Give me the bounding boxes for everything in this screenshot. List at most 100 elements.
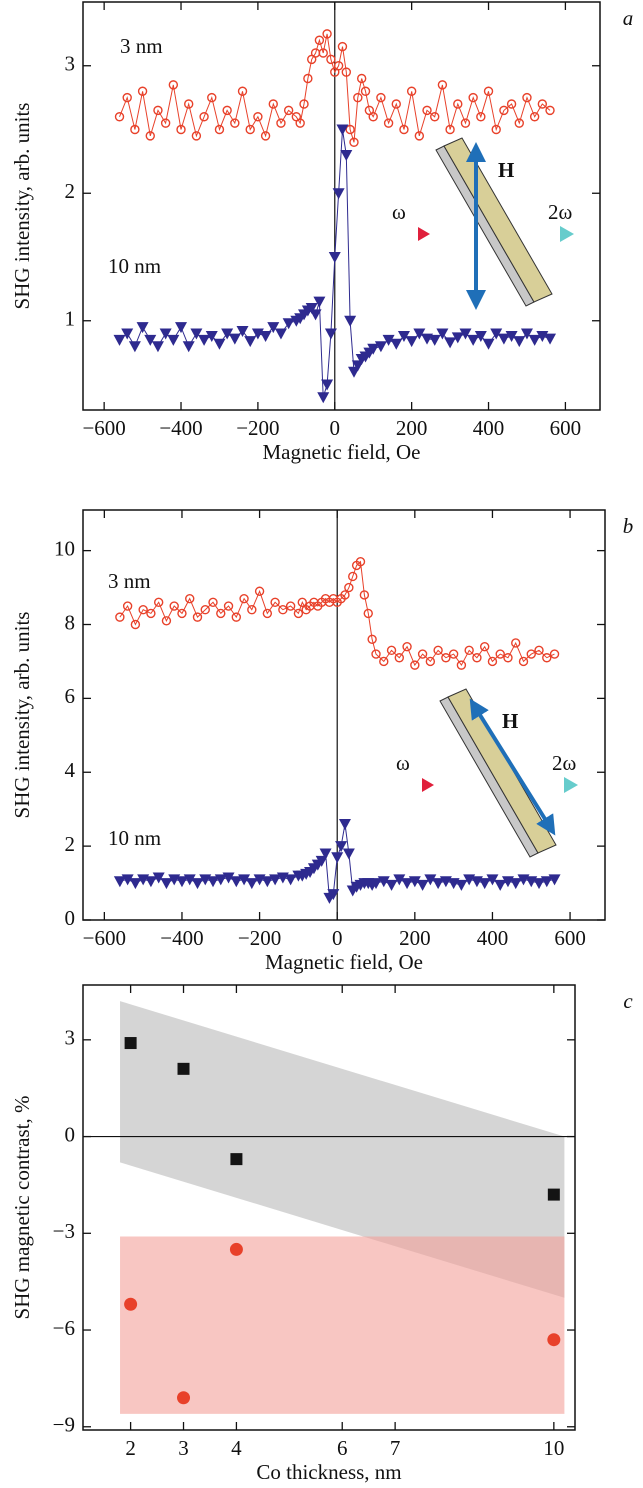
marker xyxy=(167,334,180,346)
marker xyxy=(239,593,249,604)
x-axis-title: Magnetic field, Oe xyxy=(262,440,420,464)
marker xyxy=(370,878,383,890)
marker xyxy=(444,337,457,349)
marker xyxy=(137,86,148,96)
x-tick-label: 7 xyxy=(390,1436,401,1460)
marker xyxy=(441,653,451,663)
x-tick-label: −600 xyxy=(83,926,126,950)
marker xyxy=(397,331,410,343)
marker xyxy=(468,92,478,103)
marker xyxy=(177,1062,190,1075)
marker xyxy=(121,328,134,340)
marker xyxy=(283,105,294,116)
marker xyxy=(383,118,394,128)
marker xyxy=(268,99,278,109)
marker xyxy=(391,99,401,109)
marker xyxy=(359,590,370,600)
film-substrate xyxy=(439,696,539,858)
marker xyxy=(309,309,322,321)
marker xyxy=(467,334,480,346)
series-line xyxy=(119,560,555,667)
marker xyxy=(319,848,332,860)
marker xyxy=(223,601,234,611)
x-tick-label: 10 xyxy=(543,1436,564,1460)
marker xyxy=(547,1333,561,1347)
marker xyxy=(176,124,186,135)
marker xyxy=(324,328,337,340)
marker xyxy=(297,597,307,608)
marker xyxy=(405,336,418,348)
marker xyxy=(328,252,341,263)
marker xyxy=(333,61,344,71)
marker xyxy=(528,334,541,346)
marker xyxy=(355,557,366,567)
marker xyxy=(327,889,340,901)
x-tick-label: 400 xyxy=(473,416,505,440)
marker xyxy=(128,341,141,353)
marker xyxy=(237,86,248,96)
x-tick-label: −200 xyxy=(238,926,281,950)
series-label: 10 nm xyxy=(108,254,161,278)
marker xyxy=(185,593,195,604)
y-tick-label: −9 xyxy=(53,1413,75,1437)
marker xyxy=(144,334,157,346)
marker xyxy=(356,73,367,84)
marker xyxy=(267,322,280,334)
shg-arrowhead xyxy=(560,226,574,242)
marker xyxy=(509,878,522,890)
marker xyxy=(344,315,357,327)
inset-label: ω xyxy=(392,200,406,224)
marker xyxy=(136,322,149,334)
band xyxy=(120,1236,565,1414)
marker xyxy=(259,331,272,343)
marker xyxy=(545,105,555,116)
y-tick-label: 3 xyxy=(65,1026,76,1050)
marker xyxy=(335,841,348,853)
marker xyxy=(486,874,499,886)
marker xyxy=(229,1242,243,1256)
marker xyxy=(422,105,432,116)
marker xyxy=(153,105,163,116)
marker xyxy=(130,124,140,135)
x-tick-label: 4 xyxy=(231,1436,242,1460)
marker xyxy=(122,92,132,103)
series-label: 3 nm xyxy=(108,569,151,593)
marker xyxy=(124,1037,137,1050)
marker xyxy=(285,601,296,611)
marker xyxy=(363,608,373,619)
x-tick-label: −200 xyxy=(236,416,279,440)
marker xyxy=(160,878,173,890)
x-tick-label: 0 xyxy=(332,926,343,950)
y-tick-label: 6 xyxy=(65,684,76,708)
marker xyxy=(487,656,498,667)
marker xyxy=(402,641,412,652)
marker xyxy=(184,99,194,109)
marker xyxy=(262,608,273,619)
marker xyxy=(254,586,265,596)
marker xyxy=(379,656,389,667)
marker xyxy=(414,131,425,141)
marker xyxy=(261,876,274,888)
marker xyxy=(353,92,363,103)
marker xyxy=(270,597,280,608)
marker xyxy=(160,118,171,128)
marker xyxy=(453,99,463,109)
marker xyxy=(520,328,533,340)
marker xyxy=(394,653,405,663)
marker xyxy=(315,855,328,867)
marker xyxy=(401,878,414,890)
series-line xyxy=(119,33,551,143)
marker xyxy=(318,48,328,58)
y-tick-label: 0 xyxy=(65,1122,76,1146)
marker xyxy=(341,67,352,77)
marker xyxy=(314,35,325,45)
marker xyxy=(321,379,334,391)
inset-label: H xyxy=(498,158,514,182)
marker xyxy=(230,1153,243,1166)
marker xyxy=(549,649,560,659)
inset-label: 2ω xyxy=(552,751,576,775)
marker xyxy=(491,124,501,135)
x-axis-title: Co thickness, nm xyxy=(256,1460,401,1484)
incident-arrowhead xyxy=(422,778,434,792)
marker xyxy=(115,612,125,622)
